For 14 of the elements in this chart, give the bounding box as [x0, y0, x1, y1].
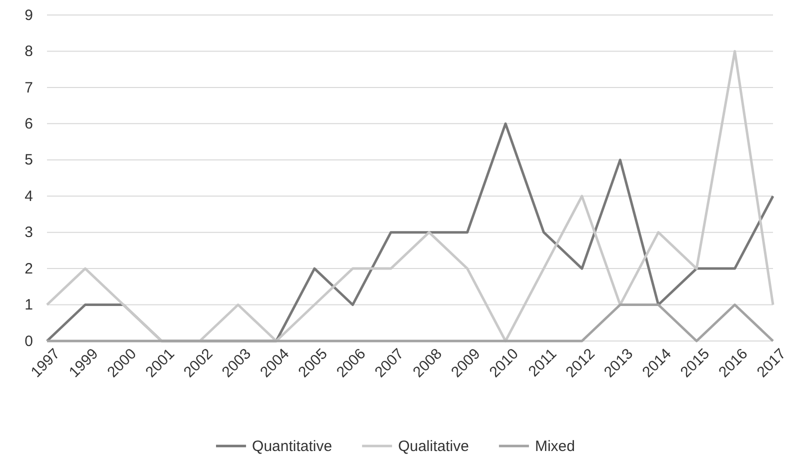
legend-label: Quantitative — [252, 438, 332, 455]
y-tick-label: 5 — [24, 152, 33, 169]
legend-label: Qualitative — [398, 438, 469, 455]
y-tick-label: 3 — [24, 224, 33, 242]
y-tick-label: 2 — [24, 260, 33, 278]
y-tick-label: 9 — [24, 6, 33, 24]
y-tick-label: 7 — [24, 79, 33, 96]
y-tick-label: 0 — [24, 332, 33, 350]
line-series — [46, 50, 774, 342]
y-tick-label: 4 — [24, 188, 33, 205]
y-tick-label: 1 — [24, 296, 33, 314]
y-tick-label: 6 — [24, 115, 33, 132]
legend-label: Mixed — [534, 438, 575, 455]
y-tick-label: 8 — [24, 43, 33, 60]
